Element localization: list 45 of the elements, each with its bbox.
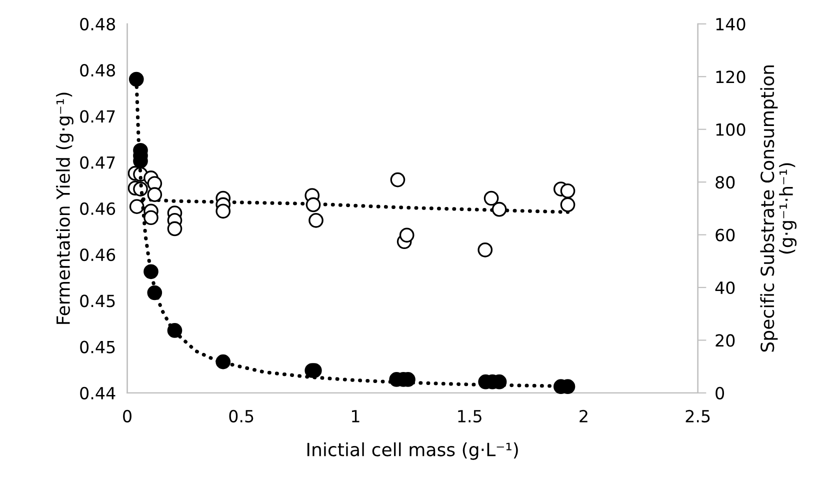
point (147, 187, 162, 202)
y-tick-label: 0.47 (80, 110, 115, 123)
point (484, 190, 499, 206)
x-tick-label: 1 (352, 410, 360, 422)
y-tick-label: 0.44 (80, 386, 116, 400)
y2-tick-label: 60 (716, 228, 735, 242)
point (147, 285, 162, 300)
point (478, 242, 493, 258)
y-tick-label: 0.47 (80, 156, 115, 169)
point (144, 264, 158, 280)
point (390, 172, 406, 188)
x-tick-label: 2 (580, 410, 588, 422)
x-tick-label: 0 (123, 410, 132, 422)
point (560, 183, 576, 198)
point (308, 212, 324, 228)
y2-tick-label: 80 (716, 176, 735, 189)
y-tick-label: 0.45 (80, 294, 115, 308)
point (216, 354, 231, 370)
x-tick-label: 1.5 (458, 410, 482, 422)
point (129, 199, 144, 214)
y-tick-label: 0.45 (80, 340, 115, 354)
x-tick-label: 2.5 (686, 410, 710, 422)
y2-tick-label: 100 (716, 123, 746, 136)
y-tick-label: 0.46 (80, 248, 116, 262)
x-axis-title: Inictial cell mass (g·L⁻¹) (307, 442, 518, 460)
point (167, 323, 182, 338)
y2-tick-label: 20 (716, 334, 735, 347)
y2-axis-title: Specific Substrate Consumption (g·g⁻¹·h⁻¹) (760, 66, 797, 352)
y-axis-title: Fermentation Yield (g·g⁻¹) (56, 92, 74, 324)
point (306, 197, 321, 212)
y-tick-label: 0.46 (80, 202, 116, 215)
y-tick-label: 0.48 (80, 18, 116, 30)
y2-tick-label: 0 (716, 386, 724, 400)
y2-tick-label: 40 (715, 281, 735, 294)
point (216, 204, 231, 219)
y2-tick-label: 120 (716, 70, 746, 84)
point (560, 197, 576, 212)
y2-tick-label: 140 (716, 18, 746, 30)
point (128, 72, 144, 87)
point (492, 202, 507, 217)
point (144, 210, 158, 226)
point (399, 228, 414, 243)
x-tick-label: 0.5 (229, 410, 254, 422)
point (167, 221, 182, 236)
y-tick-label: 0.48 (80, 64, 116, 77)
